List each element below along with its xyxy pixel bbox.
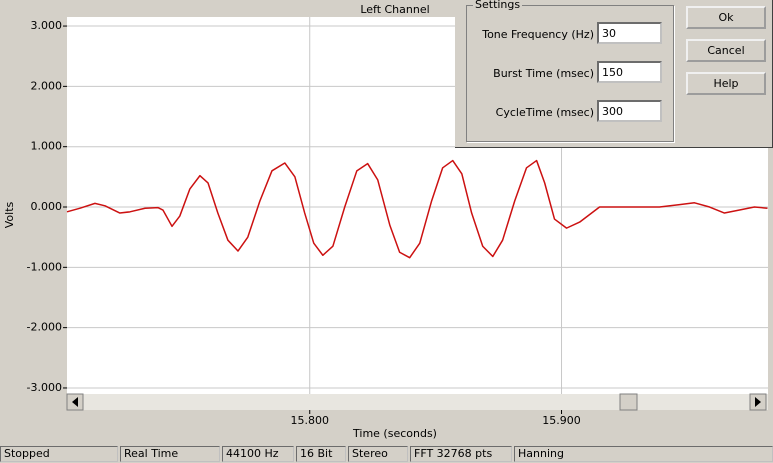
y-tick-label: -3.000 [27, 381, 62, 394]
help-button[interactable]: Help [686, 72, 766, 95]
cancel-button[interactable]: Cancel [686, 39, 766, 62]
y-tick-label: 3.000 [31, 19, 63, 32]
settings-dialog: Settings Tone Frequency (Hz) 30 Burst Ti… [455, 0, 773, 148]
arrow-right [755, 397, 761, 407]
y-tick-label: 0.000 [31, 200, 63, 213]
y-tick-label: 2.000 [31, 79, 63, 92]
y-tick-label: -1.000 [27, 260, 62, 273]
waveform [66, 159, 768, 259]
x-axis-label: Time (seconds) [352, 427, 437, 440]
status-panel: 16 Bit [296, 446, 346, 462]
status-bar: Stopped Real Time 44100 Hz 16 Bit Stereo… [0, 445, 773, 463]
field-input[interactable]: 150 [597, 61, 662, 83]
y-axis-label: Volts [3, 201, 16, 228]
scroll-track[interactable] [67, 394, 768, 410]
status-panel: Hanning [514, 446, 773, 462]
field-label: CycleTime (msec) [495, 106, 594, 119]
scrollbar[interactable] [66, 393, 768, 411]
status-panel: FFT 32768 pts [410, 446, 512, 462]
status-panel: 44100 Hz [222, 446, 294, 462]
field-input[interactable]: 30 [597, 22, 662, 44]
arrow-left [72, 397, 78, 407]
status-panel: Stereo [348, 446, 408, 462]
field-input[interactable]: 300 [597, 100, 662, 122]
y-tick-label: 1.000 [31, 140, 63, 153]
y-tick-label: -2.000 [27, 321, 62, 334]
status-panel: Real Time [120, 446, 220, 462]
x-tick-label: 15.900 [542, 414, 581, 427]
x-tick-label: 15.800 [290, 414, 329, 427]
chart-title: Left Channel [360, 3, 429, 16]
group-title: Settings [473, 0, 523, 11]
ok-button[interactable]: Ok [686, 6, 766, 29]
scroll-thumb[interactable] [619, 393, 638, 411]
field-label: Burst Time (msec) [493, 67, 594, 80]
field-label: Tone Frequency (Hz) [482, 28, 594, 41]
settings-group: Settings Tone Frequency (Hz) 30 Burst Ti… [466, 0, 674, 142]
status-panel: Stopped [0, 446, 118, 462]
